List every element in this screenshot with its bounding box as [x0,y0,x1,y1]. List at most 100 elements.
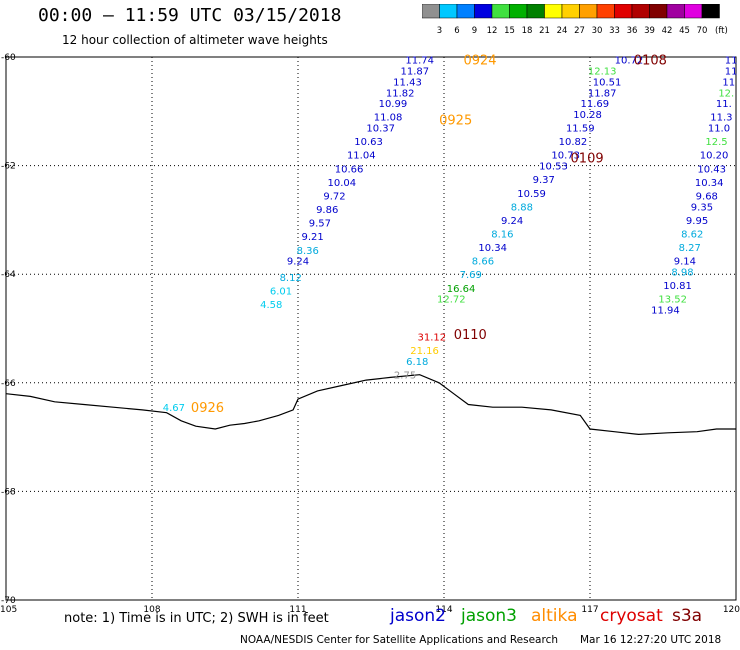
latitude-label: -64 [1,270,16,280]
colorbar-tick-label: 45 [679,26,690,36]
wave-height-value: 7.69 [460,270,482,281]
wave-height-value: 10.53 [539,162,568,173]
wave-height-value: 31.12 [418,333,447,344]
wave-height-value: 8.16 [491,229,513,240]
wave-height-value: 9.86 [316,205,338,216]
footer-credit: NOAA/NESDIS Center for Satellite Applica… [240,634,558,646]
wave-height-value: 4.58 [260,300,282,311]
wave-height-value: 6.01 [270,286,292,297]
colorbar-swatch [701,4,720,19]
wave-height-value: 8.36 [297,246,319,257]
wave-height-value: 9.95 [686,216,708,227]
colorbar-tick-label: 15 [504,26,515,36]
latitude-label: -62 [1,162,16,172]
colorbar-tick-label: 39 [644,26,655,36]
colorbar-tick-label: 21 [539,26,550,36]
wave-height-value: 6.18 [406,357,428,368]
colorbar-tick-label: 70 [697,26,708,36]
wave-height-value: 8.88 [511,202,533,213]
wave-height-value: 11.82 [386,88,415,99]
wave-height-value: 10.81 [663,281,692,292]
colorbar-tick-label: 30 [592,26,603,36]
wave-height-value: 10.63 [354,137,383,148]
wave-height-value: 9.14 [674,257,696,268]
colorbar-tick-label: 27 [574,26,585,36]
wave-height-value: 11.0 [708,124,730,135]
wave-height-value: 9.21 [301,232,323,243]
wave-height-value: 9.24 [287,257,309,268]
latitude-label: -66 [1,379,16,389]
wave-height-value: 10.82 [559,137,588,148]
wave-height-value: 21.16 [410,346,439,357]
wave-height-value: 10.59 [517,189,546,200]
colorbar-tick-label: 12 [487,26,498,36]
wave-height-value: 10.20 [700,151,729,162]
wave-height-value: 9.24 [501,216,523,227]
wave-height-value: 10.28 [573,110,602,121]
wave-height-value: 11.43 [393,77,422,88]
wave-height-value: 11.04 [347,151,376,162]
longitude-label: 117 [581,605,598,615]
legend-item-s3a: s3a [672,606,703,626]
wave-height-value: 16.64 [447,284,476,295]
wave-height-value: 8.27 [679,243,701,254]
wave-height-value: 2.75 [394,371,416,382]
longitude-label: 105 [0,605,17,615]
color-scale-bar: 3 6 9 12 15 18 21 24 27 30 33 36 39 42 45 70 (ft) [422,4,728,36]
antarctic-coastline [5,374,736,436]
wave-height-value: 10.51 [593,77,622,88]
wave-height-value: 12.72 [437,295,466,306]
wave-height-value: 10.04 [327,178,356,189]
colorbar-tick-label: 9 [472,26,477,36]
wave-height-value: 8.12 [280,273,302,284]
track-time-label: 0109 [571,151,604,166]
wave-height-value: 10.34 [695,178,724,189]
colorbar-tick-label: 33 [609,26,620,36]
legend-item-altika: altika [531,606,578,626]
wave-height-value: 10.99 [379,99,408,110]
wave-height-value: 11 [722,77,735,88]
wave-height-value: 11.59 [566,124,595,135]
colorbar-tick-label: 18 [522,26,533,36]
colorbar-tick-label: 6 [454,26,459,36]
wave-height-value: 9.35 [691,202,713,213]
footnote: note: 1) Time is in UTC; 2) SWH is in fe… [64,611,329,626]
track-time-label: 0926 [191,401,224,416]
legend-item-jason3: jason3 [461,606,517,626]
wave-height-value: 8.66 [472,257,494,268]
longitude-label: 108 [143,605,160,615]
wave-height-value: 11.69 [581,99,610,110]
map-frame [5,56,737,601]
wave-height-value: 9.37 [533,175,555,186]
latitude-label: -70 [1,596,16,606]
colorbar-tick-label: 3 [437,26,442,36]
wave-height-value: 11.87 [400,67,429,78]
wave-height-value: 9.68 [696,191,718,202]
wave-height-value: 10.72 [615,56,644,67]
track-time-label: 0925 [439,113,472,128]
wave-height-value: 12.5 [705,137,727,148]
wave-height-value: 9.57 [309,219,331,230]
wave-height-value: 10.34 [478,243,507,254]
wave-height-value: 10.43 [697,164,726,175]
wave-height-value: 12.13 [588,67,617,78]
colorbar-unit: (ft) [715,26,728,36]
wave-height-value: 11. [716,99,732,110]
colorbar-tick-label: 36 [627,26,638,36]
track-time-label: 0924 [463,54,496,69]
wave-height-value: 4.67 [163,403,185,414]
track-time-label: 0108 [634,54,667,69]
wave-height-value: 9.72 [323,191,345,202]
longitude-label: 111 [289,605,306,615]
latitude-label: -68 [1,487,16,497]
longitude-label: 120 [723,605,740,615]
wave-height-value: 10.73 [551,151,580,162]
wave-height-value: 10.66 [335,164,364,175]
wave-height-value: 11 [725,67,738,78]
legend-item-jason2: jason2 [390,606,446,626]
latitude-label: -60 [1,53,16,63]
wave-height-value: 11.74 [405,56,434,67]
wave-height-value: 13.52 [658,295,687,306]
wave-height-value: 11.3 [710,113,732,124]
